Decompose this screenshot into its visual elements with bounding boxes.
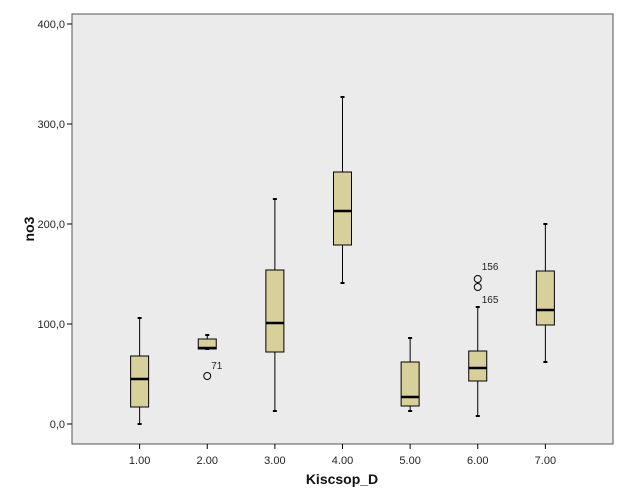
y-axis-title: no3	[21, 216, 37, 241]
y-axis: 0,0 100,0 200,0 300,0 400,0	[37, 19, 72, 431]
box-1.00	[130, 317, 150, 425]
outlier-label: 165	[482, 295, 499, 306]
outlier-point	[203, 372, 212, 380]
y-tick-label: 0,0	[50, 419, 65, 431]
outlier-point	[473, 283, 482, 291]
box-7.00	[535, 223, 555, 363]
x-tick-label: 5.00	[399, 455, 420, 467]
box-6.00: 156 165	[468, 262, 499, 417]
x-tick-label: 6.00	[467, 455, 488, 467]
x-tick-label: 4.00	[332, 455, 353, 467]
y-tick-label: 200,0	[37, 219, 65, 231]
box-3.00	[265, 198, 285, 412]
x-tick-label: 7.00	[535, 455, 556, 467]
box	[130, 355, 150, 408]
outlier-point	[473, 275, 482, 283]
x-axis-title: Kiscsop_D	[306, 471, 378, 487]
box	[265, 269, 285, 353]
boxes-group: 71 156 165	[130, 96, 555, 425]
y-tick-label: 100,0	[37, 319, 65, 331]
x-tick-label: 3.00	[264, 455, 285, 467]
x-tick-label: 1.00	[129, 455, 150, 467]
box-2.00: 71	[197, 334, 223, 380]
box-4.00	[333, 96, 352, 284]
y-tick-label: 300,0	[37, 119, 65, 131]
box	[400, 361, 420, 407]
box-5.00	[400, 337, 420, 412]
x-tick-label: 2.00	[197, 455, 218, 467]
outlier-label: 71	[211, 361, 223, 372]
y-tick-label: 400,0	[37, 19, 65, 31]
box	[468, 350, 488, 382]
x-axis: 1.00 2.00 3.00 4.00 5.00 6.00 7.00	[129, 444, 556, 467]
outlier-label: 156	[482, 262, 499, 273]
box	[535, 270, 555, 326]
box	[333, 171, 352, 246]
